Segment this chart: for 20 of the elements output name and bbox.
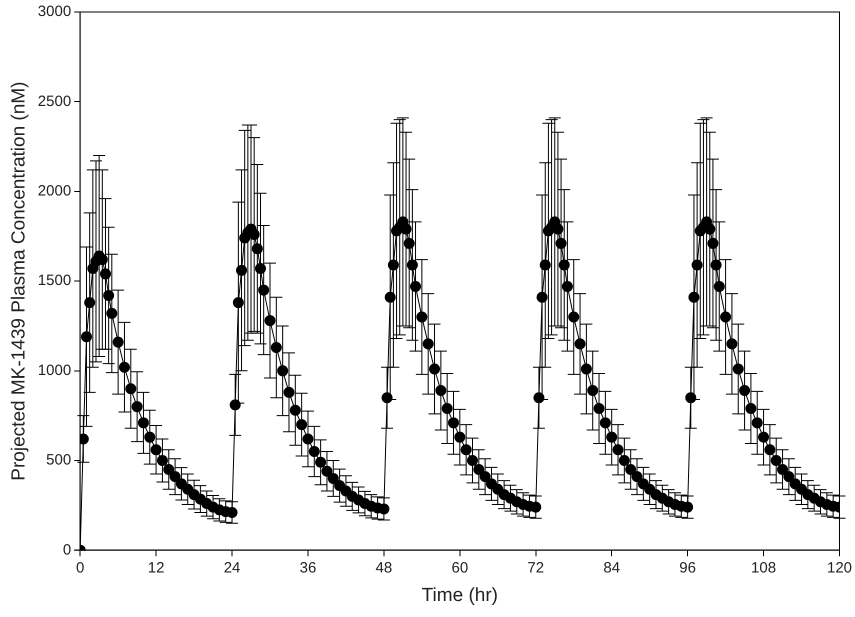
y-tick-label: 0 xyxy=(62,541,72,558)
x-tick-label: 72 xyxy=(527,559,544,576)
y-tick-label: 2000 xyxy=(38,182,72,200)
x-tick-label: 0 xyxy=(76,559,84,576)
x-tick-label: 120 xyxy=(826,559,852,576)
y-tick-label: 1500 xyxy=(38,272,72,290)
x-tick-label: 108 xyxy=(751,559,776,576)
x-tick-label: 24 xyxy=(224,559,240,576)
y-tick-label: 500 xyxy=(46,452,72,469)
y-tick-label: 1000 xyxy=(38,362,72,379)
x-tick-label: 12 xyxy=(148,559,164,576)
x-tick-label: 60 xyxy=(451,559,468,576)
y-axis-title: Projected MK-1439 Plasma Concentration (nM) xyxy=(8,82,30,481)
x-tick-label: 84 xyxy=(603,559,620,576)
x-tick-label: 36 xyxy=(300,559,316,576)
y-tick-label: 3000 xyxy=(38,3,72,20)
x-axis-title: Time (hr) xyxy=(422,584,498,606)
x-tick-label: 96 xyxy=(679,559,696,576)
x-tick-label: 48 xyxy=(376,559,392,576)
y-tick-label: 2500 xyxy=(38,92,72,110)
